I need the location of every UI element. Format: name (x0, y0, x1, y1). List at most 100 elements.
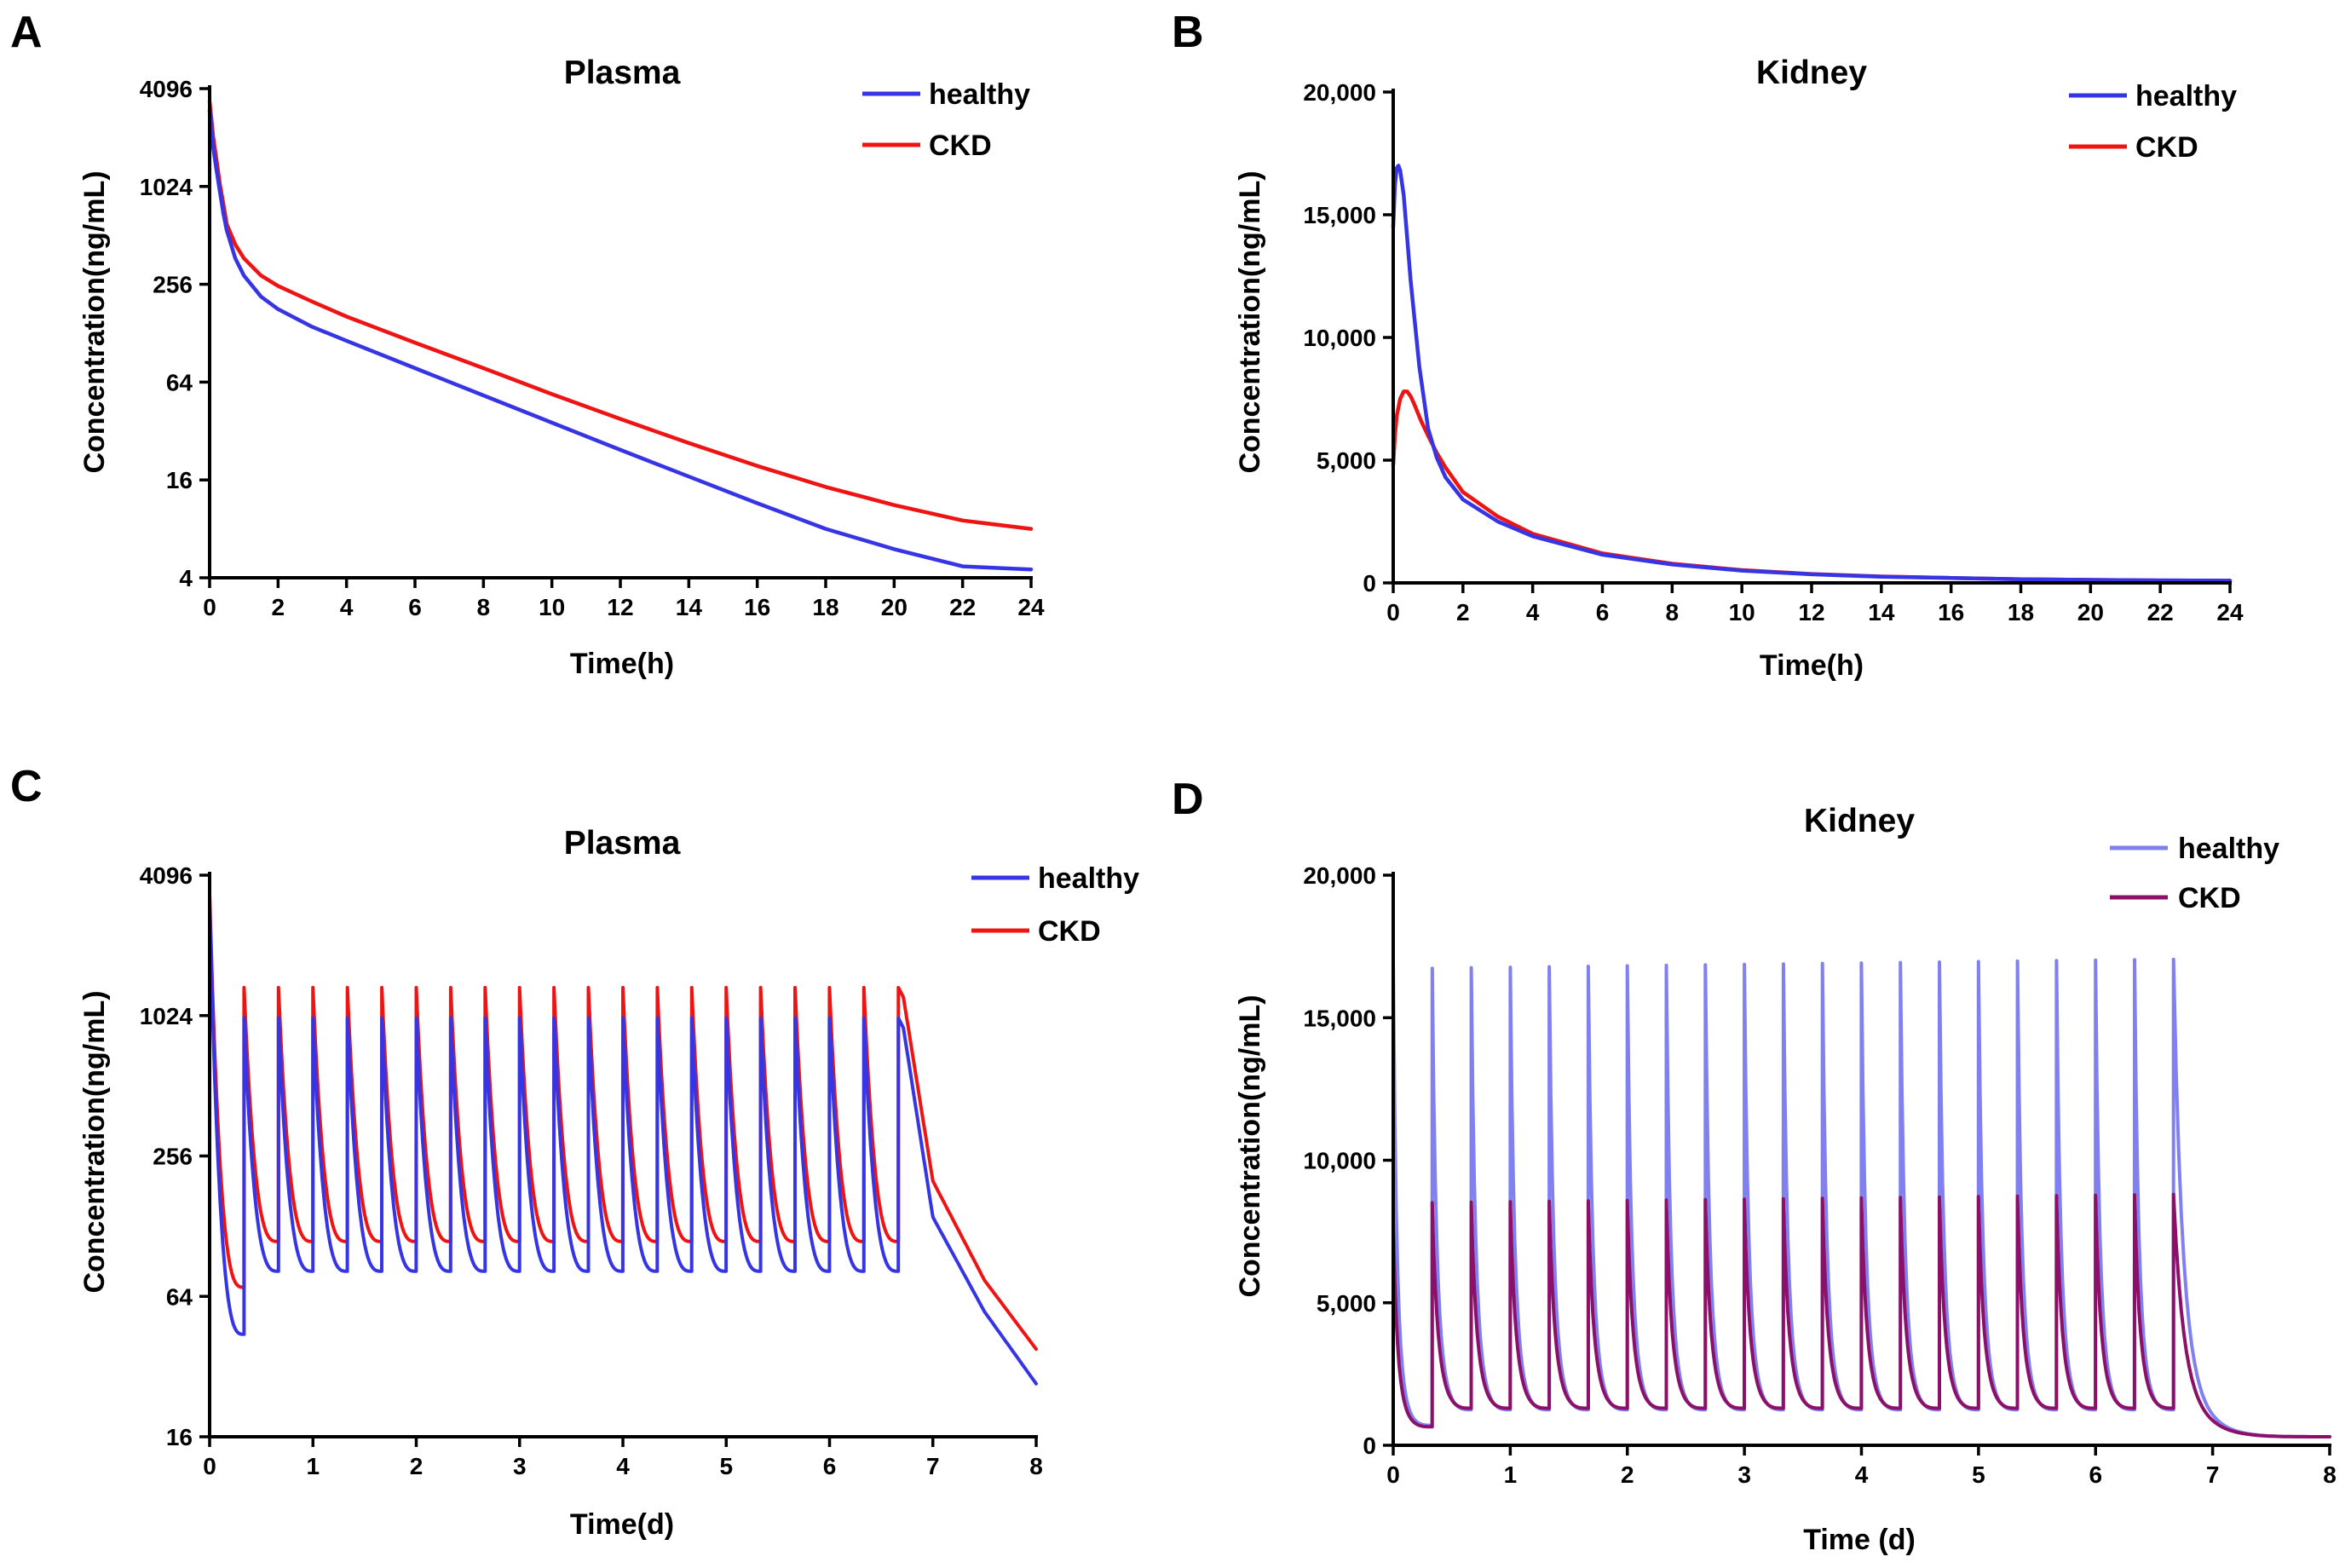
x-tick-label: 8 (1029, 1453, 1043, 1479)
panel-b-legend: healthy CKD (2069, 80, 2237, 164)
panel-d-axes: 0 1 2 3 4 5 6 7 8 0 5,000 10,000 15,000 20,000 (1303, 862, 2336, 1488)
legend-label-healthy: healthy (929, 78, 1030, 111)
y-tick-label: 5,000 (1317, 447, 1376, 474)
panel-a-legend: healthy CKD (862, 78, 1030, 162)
x-tick-label: 2 (410, 1453, 424, 1479)
panel-c-plot-area (208, 892, 1038, 1386)
x-tick-label: 3 (1737, 1461, 1751, 1488)
x-tick-label: 18 (2008, 599, 2034, 625)
panel-c-title: Plasma (564, 825, 681, 862)
y-tick-label: 0 (1363, 1433, 1376, 1459)
panel-letter-c: C (10, 762, 43, 811)
y-tick-label: 256 (153, 1144, 193, 1170)
series-line-healthy (207, 108, 1034, 572)
panel-d-plot-area (1392, 957, 2331, 1438)
x-tick-label: 6 (2089, 1461, 2102, 1488)
x-tick-label: 2 (272, 594, 285, 620)
series-line-healthy (1391, 164, 2233, 583)
y-tick-label: 20,000 (1303, 79, 1376, 106)
panel-b-y-axis-title: Concentration(ng/mL) (1234, 170, 1266, 473)
legend-label-healthy: healthy (1038, 862, 1139, 895)
x-tick-label: 4 (1855, 1461, 1869, 1488)
legend-label-healthy: healthy (2135, 80, 2237, 112)
series-line-ckd (1392, 1192, 2331, 1438)
y-tick-label: 20,000 (1303, 862, 1376, 889)
panel-d-title: Kidney (1804, 803, 1915, 839)
x-tick-label: 20 (881, 594, 908, 620)
x-tick-label: 10 (1729, 599, 1755, 625)
series-line-healthy (208, 905, 1038, 1386)
panel-d: D Kidney 0 1 2 3 4 5 6 7 8 0 5,000 10,000 15,000 20,0… (1172, 775, 2337, 1556)
series-line-ckd (207, 100, 1034, 531)
panel-c-legend: healthy CKD (971, 862, 1139, 948)
x-tick-label: 16 (744, 594, 770, 620)
panel-letter-b: B (1172, 8, 1204, 57)
y-tick-label: 64 (166, 369, 193, 395)
panel-letter-a: A (10, 8, 43, 57)
x-tick-label: 7 (926, 1453, 940, 1479)
y-tick-label: 4 (179, 565, 193, 591)
panel-b: B Kidney 0 2 4 6 8 10 12 14 16 18 20 22 2405,00010,0… (1172, 8, 2244, 682)
y-tick-label: 10,000 (1303, 325, 1376, 351)
x-tick-label: 14 (676, 594, 703, 620)
x-tick-label: 1 (1504, 1461, 1518, 1488)
y-tick-label: 16 (166, 1424, 193, 1450)
panel-a-plot-area (207, 100, 1034, 572)
panel-b-plot-area (1391, 164, 2233, 583)
x-tick-label: 3 (513, 1453, 527, 1479)
x-tick-label: 8 (2323, 1461, 2337, 1488)
y-tick-label: 1024 (140, 1003, 193, 1029)
x-tick-label: 2 (1456, 599, 1470, 625)
panel-d-x-axis-title: Time (d) (1803, 1524, 1916, 1556)
x-tick-label: 7 (2206, 1461, 2220, 1488)
x-tick-label: 4 (340, 594, 354, 620)
panel-c-axes: 0 1 2 3 4 5 6 7 8 16 64 256 1024 4096 (140, 862, 1043, 1479)
panel-b-title: Kidney (1756, 55, 1867, 91)
x-tick-label: 4 (616, 1453, 630, 1479)
panel-c-x-axis-title: Time(d) (570, 1508, 674, 1541)
x-tick-label: 5 (1972, 1461, 1985, 1488)
y-tick-label: 16 (166, 467, 193, 493)
x-tick-label: 0 (1386, 1461, 1400, 1488)
x-tick-label: 10 (539, 594, 565, 620)
y-tick-label: 15,000 (1303, 202, 1376, 228)
panel-a: A Plasma 0 2 4 6 8 10 12 14 16 18 20 22 244166425610… (10, 8, 1045, 680)
y-tick-label: 0 (1363, 570, 1376, 597)
panel-letter-d: D (1172, 775, 1204, 824)
legend-label-ckd: CKD (929, 130, 992, 162)
panel-d-legend: healthy CKD (2110, 833, 2279, 914)
x-tick-label: 24 (2216, 599, 2244, 625)
y-tick-label: 5,000 (1317, 1290, 1376, 1317)
panel-a-y-axis-title: Concentration(ng/mL) (78, 170, 111, 473)
x-tick-label: 5 (719, 1453, 733, 1479)
legend-label-ckd: CKD (1038, 915, 1101, 948)
x-tick-label: 16 (1938, 599, 1964, 625)
x-tick-label: 0 (203, 1453, 216, 1479)
x-tick-label: 18 (812, 594, 838, 620)
x-tick-label: 20 (2077, 599, 2104, 625)
x-tick-label: 4 (1526, 599, 1540, 625)
series-line-ckd (1391, 389, 2233, 583)
panel-c: C Plasma 0 1 2 3 4 5 6 7 8 16 64 256 1024 4096 Time(d… (10, 762, 1139, 1541)
x-tick-label: 24 (1017, 594, 1045, 620)
y-tick-label: 64 (166, 1283, 193, 1310)
x-tick-label: 6 (408, 594, 422, 620)
x-tick-label: 22 (2147, 599, 2174, 625)
x-tick-label: 6 (823, 1453, 837, 1479)
x-tick-label: 12 (607, 594, 633, 620)
x-tick-label: 1 (306, 1453, 320, 1479)
x-tick-label: 6 (1596, 599, 1610, 625)
legend-label-healthy: healthy (2178, 833, 2279, 865)
panel-b-axes: 0 2 4 6 8 10 12 14 16 18 20 22 2405,00010,00015,0002… (1303, 79, 2244, 625)
y-tick-label: 256 (153, 272, 193, 298)
y-tick-label: 4096 (140, 76, 193, 102)
legend-label-ckd: CKD (2178, 882, 2241, 914)
x-tick-label: 22 (949, 594, 976, 620)
y-tick-label: 15,000 (1303, 1005, 1376, 1031)
x-tick-label: 8 (477, 594, 491, 620)
x-tick-label: 0 (1386, 599, 1400, 625)
y-tick-label: 10,000 (1303, 1148, 1376, 1174)
x-tick-label: 12 (1798, 599, 1824, 625)
